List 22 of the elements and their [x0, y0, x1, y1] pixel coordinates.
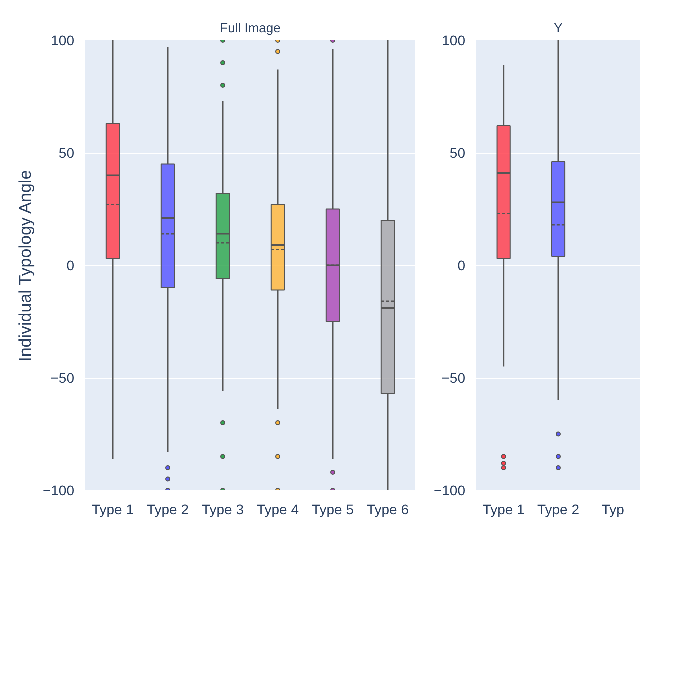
x-tick-label: Type 1: [92, 502, 134, 518]
y-tick-label: 50: [450, 145, 466, 161]
y-tick-label: 0: [458, 258, 466, 274]
x-tick-label: Type 5: [312, 502, 354, 518]
y-tick-label: −50: [442, 370, 466, 386]
y-tick-label: −100: [434, 482, 466, 498]
y-tick-label: 100: [442, 32, 466, 48]
x-tick-label: Type 6: [366, 502, 410, 518]
x-tick-label: Type 3: [202, 502, 244, 518]
y-tick-label: −50: [50, 370, 75, 386]
x-tick-label: Type 1: [482, 502, 526, 518]
chart-title: Y: [554, 20, 564, 36]
y-tick-label: 100: [51, 32, 75, 48]
y-tick-label: 0: [66, 258, 75, 274]
y-tick-label: 50: [58, 145, 75, 161]
x-tick-label: Type 4: [256, 502, 300, 518]
x-tick-label: Type 2: [537, 502, 580, 518]
x-tick-label: Type 2: [146, 502, 190, 518]
y-axis-title: Individual Typology Angle: [16, 170, 35, 362]
y-tick-label: −100: [42, 482, 75, 498]
x-tick-label: Typ: [602, 502, 625, 518]
chart-title: Full Image: [220, 20, 281, 36]
